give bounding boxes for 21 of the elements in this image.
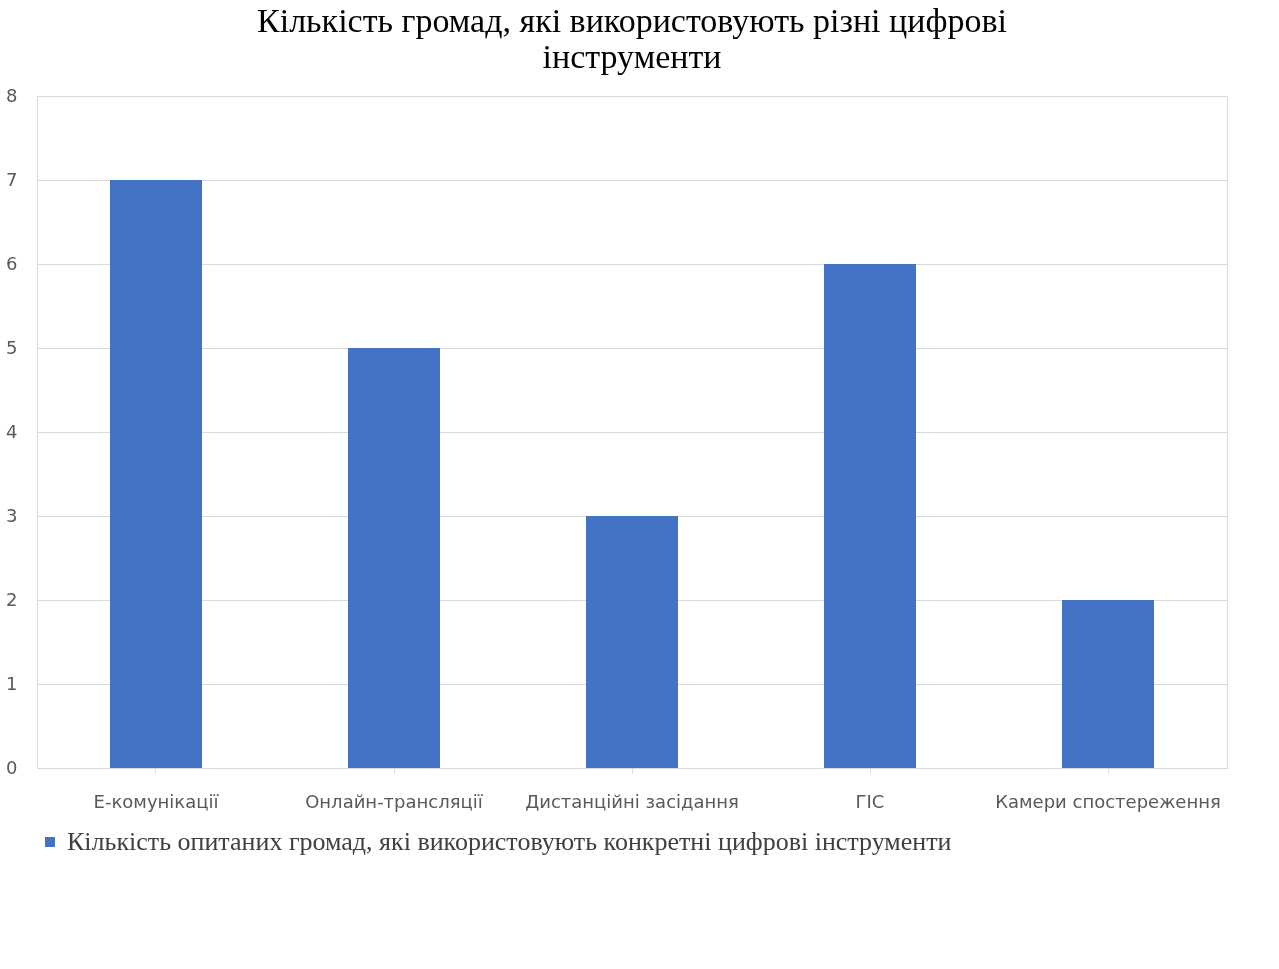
x-tick-label: Камери спостереження [995, 790, 1221, 812]
bar [348, 348, 440, 768]
y-tick-label: 5 [6, 336, 18, 358]
legend-label: Кількість опитаних громад, які використовують конкретні цифрові інструменти [67, 827, 952, 856]
x-tick-label: Онлайн-трансляції [305, 790, 484, 812]
x-tick-label: ГІС [855, 790, 885, 812]
y-tick-label: 6 [6, 252, 18, 274]
bar [1062, 600, 1154, 768]
y-tick-label: 1 [6, 672, 18, 694]
y-tick-label: 0 [6, 756, 18, 778]
y-tick-label: 4 [6, 420, 18, 442]
chart-title: Кількість громад, які використовують різні цифрові інструменти [257, 2, 1007, 75]
x-tick-label: Дистанційні засідання [525, 790, 739, 812]
bar [824, 264, 916, 768]
y-tick-label: 2 [6, 588, 18, 610]
bar [586, 516, 678, 768]
y-tick-label: 7 [6, 168, 18, 190]
bar [110, 180, 202, 768]
y-tick-label: 8 [6, 84, 18, 106]
y-tick-label: 3 [6, 504, 18, 526]
x-tick-label: Е-комунікації [93, 790, 220, 812]
